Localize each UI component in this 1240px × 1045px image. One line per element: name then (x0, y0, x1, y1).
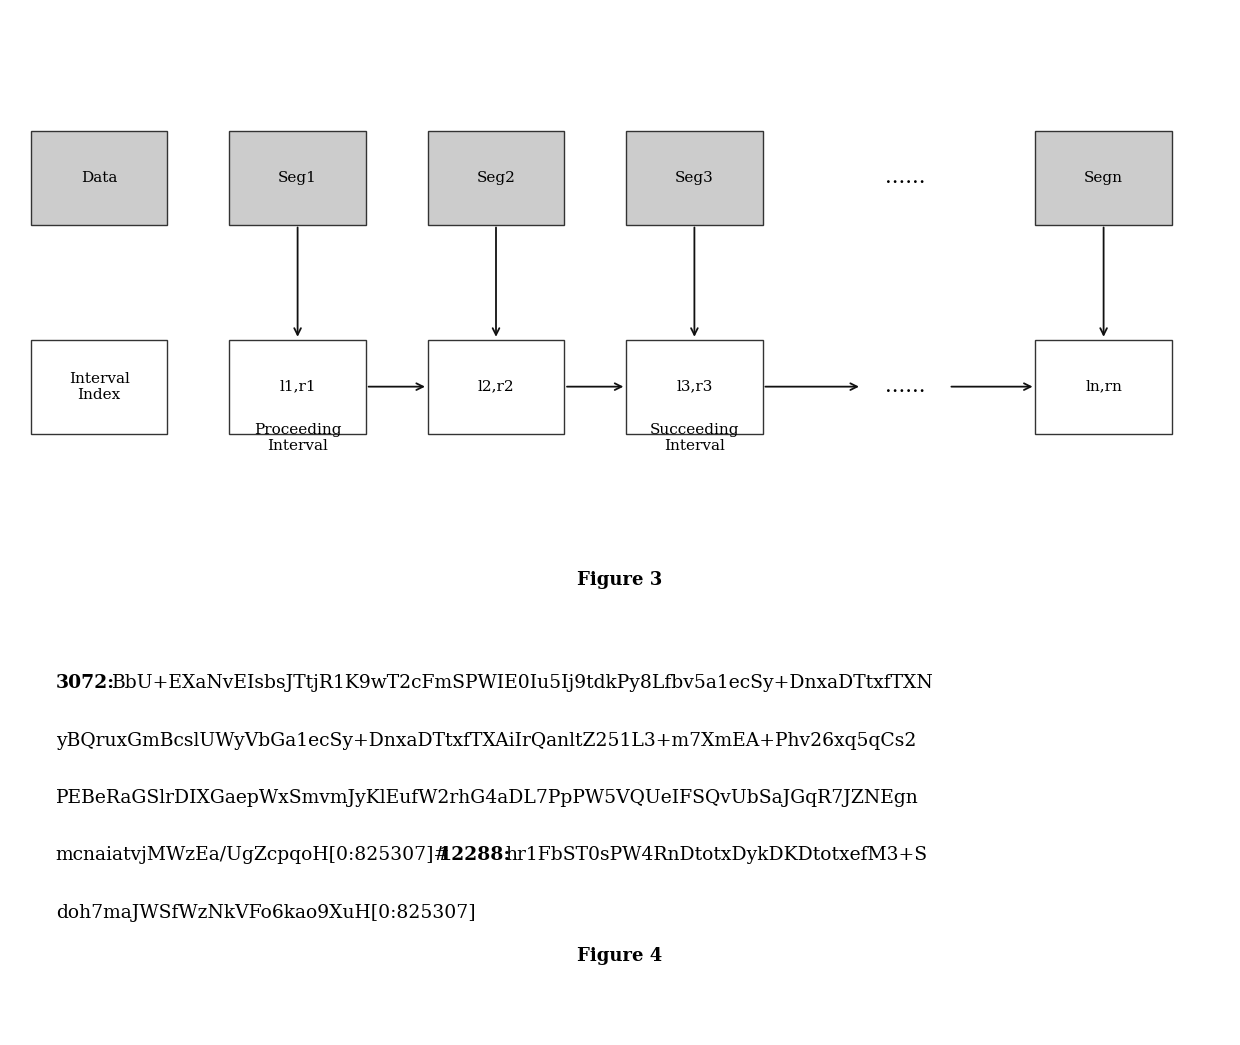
Text: Seg2: Seg2 (476, 170, 516, 185)
FancyBboxPatch shape (626, 131, 763, 225)
Text: PEBeRaGSlrDIXGaepWxSmvmJyKlEufW2rhG4aDL7PpPW5VQUeIFSQvUbSaJGqR7JZNEgn: PEBeRaGSlrDIXGaepWxSmvmJyKlEufW2rhG4aDL7… (56, 789, 919, 807)
Text: l1,r1: l1,r1 (279, 379, 316, 394)
Text: Seg1: Seg1 (278, 170, 317, 185)
Text: l2,r2: l2,r2 (477, 379, 515, 394)
Text: 12288:: 12288: (438, 846, 511, 864)
Text: Segn: Segn (1084, 170, 1123, 185)
Text: Figure 4: Figure 4 (578, 947, 662, 966)
FancyBboxPatch shape (1035, 131, 1172, 225)
FancyBboxPatch shape (626, 340, 763, 434)
FancyBboxPatch shape (229, 340, 366, 434)
Text: Figure 3: Figure 3 (578, 571, 662, 589)
FancyBboxPatch shape (428, 131, 564, 225)
Text: ......: ...... (885, 377, 925, 396)
FancyBboxPatch shape (229, 131, 366, 225)
Text: Interval
Index: Interval Index (68, 372, 130, 401)
FancyBboxPatch shape (1035, 340, 1172, 434)
Text: hr1FbST0sPW4RnDtotxDykDKDtotxefM3+S: hr1FbST0sPW4RnDtotxDykDKDtotxefM3+S (506, 846, 928, 864)
Text: 3072:: 3072: (56, 674, 115, 692)
FancyBboxPatch shape (428, 340, 564, 434)
Text: l3,r3: l3,r3 (676, 379, 713, 394)
Text: Proceeding
Interval: Proceeding Interval (254, 423, 341, 454)
Text: Succeeding
Interval: Succeeding Interval (650, 423, 739, 454)
Text: BbU+EXaNvEIsbsJTtjR1K9wT2cFmSPWIE0Iu5Ij9tdkPy8Lfbv5a1ecSy+DnxaDTtxfTXN: BbU+EXaNvEIsbsJTtjR1K9wT2cFmSPWIE0Iu5Ij9… (112, 674, 934, 692)
Text: Seg3: Seg3 (675, 170, 714, 185)
Text: ......: ...... (885, 168, 925, 187)
Text: ln,rn: ln,rn (1085, 379, 1122, 394)
Text: mcnaiatvjMWzEa/UgZcpqoH[0:825307]#: mcnaiatvjMWzEa/UgZcpqoH[0:825307]# (56, 846, 450, 864)
Text: doh7maJWSfWzNkVFo6kao9XuH[0:825307]: doh7maJWSfWzNkVFo6kao9XuH[0:825307] (56, 904, 475, 922)
Text: Data: Data (81, 170, 118, 185)
Text: yBQruxGmBcslUWyVbGa1ecSy+DnxaDTtxfTXAiIrQanltZ251L3+m7XmEA+Phv26xq5qCs2: yBQruxGmBcslUWyVbGa1ecSy+DnxaDTtxfTXAiIr… (56, 732, 916, 749)
FancyBboxPatch shape (31, 340, 167, 434)
FancyBboxPatch shape (31, 131, 167, 225)
